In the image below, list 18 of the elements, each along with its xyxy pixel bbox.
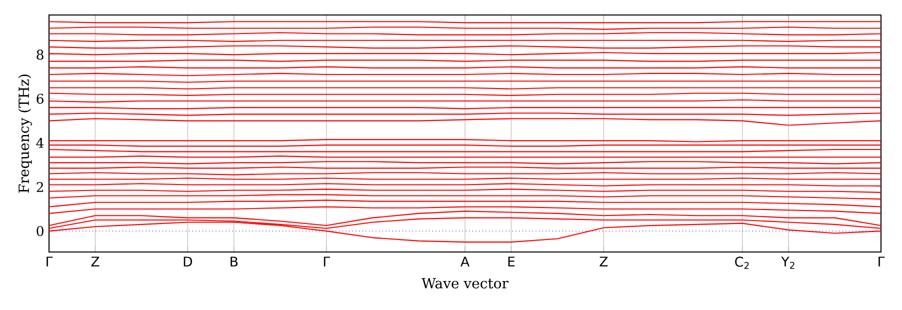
x-tick-label: C$_{2}$ <box>735 256 749 269</box>
x-tick-label: Y$_{2}$ <box>781 256 794 269</box>
y-tick-label: 8 <box>36 50 44 60</box>
x-tick-label: Γ <box>46 256 53 266</box>
y-axis-title: Frequency (THz) <box>18 74 32 193</box>
x-tick-label: E <box>508 256 515 266</box>
x-axis-title: Wave vector <box>422 278 508 288</box>
x-tick-label: B <box>230 256 238 266</box>
y-tick-label: 6 <box>36 94 44 104</box>
x-tick-label: Γ <box>324 256 330 266</box>
y-tick-label: 2 <box>36 182 43 192</box>
x-tick-label: Z <box>91 256 100 266</box>
x-tick-label: Z <box>600 256 608 266</box>
x-tick-label: A <box>460 256 470 266</box>
x-tick-label: D <box>184 256 192 266</box>
y-tick-label: 0 <box>36 226 44 236</box>
y-tick-label: 4 <box>36 138 44 148</box>
x-tick-label: Γ <box>878 256 885 266</box>
